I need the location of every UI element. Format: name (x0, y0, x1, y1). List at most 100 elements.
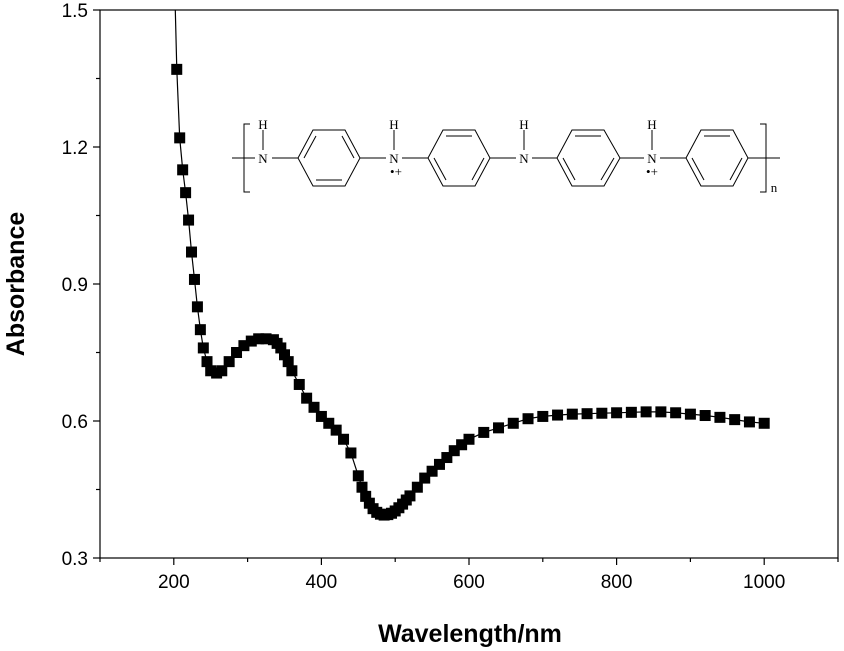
data-point (699, 410, 711, 422)
x-tick-label: 200 (158, 572, 190, 593)
data-point (758, 417, 770, 429)
plot-frame (99, 9, 839, 559)
data-point (448, 445, 460, 457)
series-markers (171, 63, 770, 521)
data-point (177, 164, 189, 176)
y-tick-label: 1.5 (62, 1, 88, 22)
data-point (625, 406, 637, 418)
hydrogen-label-1: H (258, 117, 267, 132)
x-tick-label: 400 (306, 572, 338, 593)
benzene-ring-1 (297, 129, 361, 187)
data-point (186, 246, 198, 258)
data-point (188, 273, 200, 285)
data-point (493, 422, 505, 434)
y-axis-title: Absorbance (2, 212, 30, 357)
nitrogen-label-4: N (647, 151, 657, 166)
data-point (174, 132, 186, 144)
data-point (231, 347, 243, 358)
data-point (286, 365, 298, 377)
data-point (640, 406, 652, 418)
nitrogen-label-2: N (389, 151, 399, 166)
x-tick-label: 800 (601, 572, 633, 593)
data-point (216, 365, 228, 377)
data-point (507, 417, 519, 429)
x-tick-label: 600 (453, 572, 485, 593)
data-point (282, 356, 294, 368)
hydrogen-label-4: H (647, 117, 656, 132)
repeat-subscript: n (771, 180, 778, 195)
benzene-ring-3 (556, 129, 621, 187)
data-point (684, 408, 696, 420)
y-tick-label: 0.3 (62, 549, 88, 570)
hydrogen-label-3: H (519, 117, 528, 132)
data-point (522, 413, 534, 425)
data-point (191, 301, 203, 313)
data-point (611, 407, 623, 419)
data-point (275, 342, 287, 354)
data-point (180, 187, 192, 199)
data-point (205, 365, 217, 377)
data-point (537, 410, 549, 422)
structure-labels: N N N N H H H H •+ •+ n (256, 117, 778, 195)
nitrogen-label-3: N (519, 151, 529, 166)
x-axis-tick-labels: 200 400 600 800 1000 (158, 572, 785, 593)
data-point (330, 424, 342, 436)
data-point (566, 408, 578, 420)
data-point (404, 490, 416, 502)
radical-cation-label-1: •+ (390, 164, 402, 179)
x-axis-title: Wavelength/nm (378, 620, 562, 648)
plot-border (99, 9, 839, 559)
benzene-ring-2 (427, 129, 491, 187)
data-point (171, 63, 183, 75)
x-tick-label: 1000 (743, 572, 785, 593)
nitrogen-label-1: N (258, 151, 268, 166)
y-tick-label: 0.6 (62, 412, 88, 433)
x-axis-ticks (99, 558, 839, 565)
data-point (433, 458, 445, 470)
data-point (552, 409, 564, 421)
data-point (197, 342, 209, 354)
data-point (714, 411, 726, 423)
data-point (323, 417, 335, 429)
y-tick-label: 1.2 (62, 138, 88, 159)
data-point (670, 407, 682, 419)
data-point (463, 433, 475, 445)
data-point (223, 356, 235, 368)
data-point (456, 439, 468, 451)
y-tick-label: 0.9 (62, 275, 88, 296)
data-point (194, 324, 206, 336)
data-point (338, 433, 350, 445)
data-point (411, 481, 423, 493)
radical-cation-label-2: •+ (646, 164, 658, 179)
data-point (238, 340, 250, 352)
data-point (201, 356, 213, 368)
data-point (478, 426, 490, 438)
data-point (183, 214, 195, 226)
data-point (308, 401, 320, 413)
data-point (260, 333, 272, 345)
y-axis-tick-labels: 0.3 0.6 0.9 1.2 1.5 (62, 1, 88, 570)
data-point (315, 410, 327, 422)
data-point (596, 407, 608, 419)
data-point (743, 416, 755, 428)
y-axis-ticks (93, 9, 100, 559)
data-point (253, 333, 265, 345)
data-point (345, 447, 357, 459)
data-point (245, 335, 257, 347)
data-point (352, 470, 364, 482)
data-point (301, 392, 313, 404)
polyaniline-structure-diagram (232, 123, 780, 193)
data-point (360, 490, 372, 502)
data-point (426, 465, 438, 477)
benzene-ring-4 (685, 129, 749, 187)
data-point (279, 349, 290, 361)
data-point (356, 481, 368, 493)
hydrogen-label-2: H (389, 117, 398, 132)
data-point (581, 408, 593, 420)
data-point (729, 414, 741, 426)
data-point (655, 406, 667, 418)
data-point (419, 472, 431, 484)
data-point (441, 452, 453, 464)
data-point (293, 378, 305, 390)
